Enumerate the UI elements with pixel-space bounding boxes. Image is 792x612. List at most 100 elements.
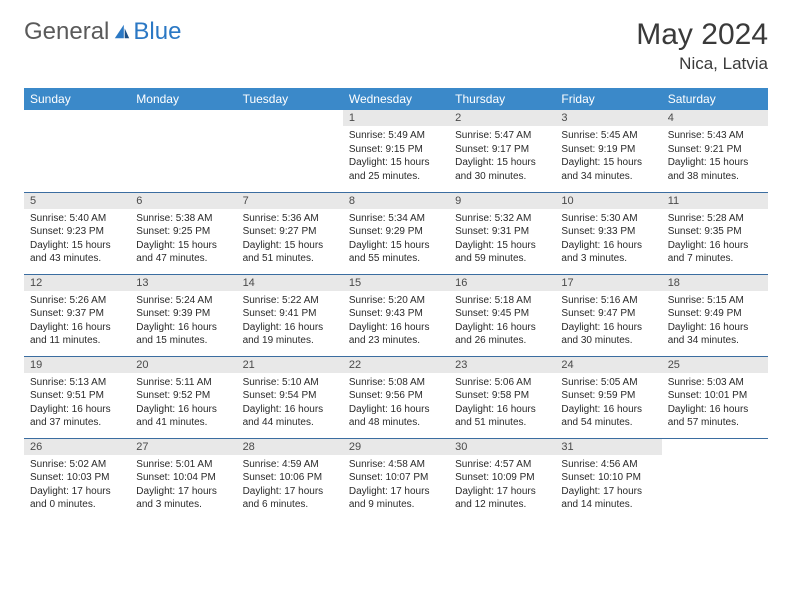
day-number: 25 (662, 357, 768, 373)
daylight-text: Daylight: 17 hours and 6 minutes. (243, 485, 337, 512)
day-number: 1 (343, 110, 449, 126)
sunrise-text: Sunrise: 5:49 AM (349, 129, 443, 143)
calendar-table: Sunday Monday Tuesday Wednesday Thursday… (24, 88, 768, 520)
weekday-header: Sunday (24, 88, 130, 110)
sunrise-text: Sunrise: 5:45 AM (561, 129, 655, 143)
day-details: Sunrise: 5:05 AMSunset: 9:59 PMDaylight:… (555, 375, 661, 432)
daylight-text: Daylight: 16 hours and 11 minutes. (30, 321, 124, 348)
day-number (237, 110, 343, 114)
calendar-day-cell: 5Sunrise: 5:40 AMSunset: 9:23 PMDaylight… (24, 192, 130, 274)
day-details: Sunrise: 5:36 AMSunset: 9:27 PMDaylight:… (237, 211, 343, 268)
daylight-text: Daylight: 16 hours and 51 minutes. (455, 403, 549, 430)
sunset-text: Sunset: 10:01 PM (668, 389, 762, 403)
weekday-header: Thursday (449, 88, 555, 110)
day-number: 28 (237, 439, 343, 455)
day-details: Sunrise: 5:40 AMSunset: 9:23 PMDaylight:… (24, 211, 130, 268)
sunrise-text: Sunrise: 5:40 AM (30, 212, 124, 226)
day-details: Sunrise: 5:20 AMSunset: 9:43 PMDaylight:… (343, 293, 449, 350)
sunset-text: Sunset: 9:27 PM (243, 225, 337, 239)
day-number: 16 (449, 275, 555, 291)
month-title: May 2024 (636, 18, 768, 52)
sunrise-text: Sunrise: 5:22 AM (243, 294, 337, 308)
sunset-text: Sunset: 9:31 PM (455, 225, 549, 239)
daylight-text: Daylight: 16 hours and 15 minutes. (136, 321, 230, 348)
sunset-text: Sunset: 10:06 PM (243, 471, 337, 485)
sunset-text: Sunset: 9:21 PM (668, 143, 762, 157)
header: General Blue May 2024 Nica, Latvia (24, 18, 768, 74)
day-details: Sunrise: 5:18 AMSunset: 9:45 PMDaylight:… (449, 293, 555, 350)
day-number: 19 (24, 357, 130, 373)
sunset-text: Sunset: 10:07 PM (349, 471, 443, 485)
weekday-header: Friday (555, 88, 661, 110)
day-details: Sunrise: 5:24 AMSunset: 9:39 PMDaylight:… (130, 293, 236, 350)
sunset-text: Sunset: 9:29 PM (349, 225, 443, 239)
sunrise-text: Sunrise: 5:15 AM (668, 294, 762, 308)
daylight-text: Daylight: 16 hours and 48 minutes. (349, 403, 443, 430)
day-details: Sunrise: 4:57 AMSunset: 10:09 PMDaylight… (449, 457, 555, 514)
sunset-text: Sunset: 10:03 PM (30, 471, 124, 485)
sunrise-text: Sunrise: 5:28 AM (668, 212, 762, 226)
day-details: Sunrise: 5:22 AMSunset: 9:41 PMDaylight:… (237, 293, 343, 350)
day-details: Sunrise: 4:58 AMSunset: 10:07 PMDaylight… (343, 457, 449, 514)
day-number: 9 (449, 193, 555, 209)
calendar-day-cell: 16 Sunrise: 5:18 AMSunset: 9:45 PMDayligh… (449, 274, 555, 356)
calendar-week-row: 12Sunrise: 5:26 AMSunset: 9:37 PMDayligh… (24, 274, 768, 356)
daylight-text: Daylight: 16 hours and 44 minutes. (243, 403, 337, 430)
brand-logo: General Blue (24, 18, 181, 46)
sunrise-text: Sunrise: 4:58 AM (349, 458, 443, 472)
sunset-text: Sunset: 9:47 PM (561, 307, 655, 321)
day-number: 22 (343, 357, 449, 373)
sunset-text: Sunset: 9:39 PM (136, 307, 230, 321)
daylight-text: Daylight: 16 hours and 57 minutes. (668, 403, 762, 430)
day-details: Sunrise: 5:03 AMSunset: 10:01 PMDaylight… (662, 375, 768, 432)
sunset-text: Sunset: 9:25 PM (136, 225, 230, 239)
weekday-header: Monday (130, 88, 236, 110)
day-number: 21 (237, 357, 343, 373)
calendar-day-cell: 21 Sunrise: 5:10 AMSunset: 9:54 PMDayligh… (237, 356, 343, 438)
sunset-text: Sunset: 9:58 PM (455, 389, 549, 403)
day-number: 10 (555, 193, 661, 209)
daylight-text: Daylight: 16 hours and 3 minutes. (561, 239, 655, 266)
calendar-day-cell: 27Sunrise: 5:01 AMSunset: 10:04 PMDaylig… (130, 438, 236, 520)
day-details: Sunrise: 5:47 AMSunset: 9:17 PMDaylight:… (449, 128, 555, 185)
calendar-day-cell: 1 Sunrise: 5:49 AMSunset: 9:15 PMDaylight… (343, 110, 449, 192)
sunset-text: Sunset: 9:41 PM (243, 307, 337, 321)
weekday-header: Saturday (662, 88, 768, 110)
sunset-text: Sunset: 9:23 PM (30, 225, 124, 239)
day-details: Sunrise: 5:45 AMSunset: 9:19 PMDaylight:… (555, 128, 661, 185)
day-details: Sunrise: 4:56 AMSunset: 10:10 PMDaylight… (555, 457, 661, 514)
daylight-text: Daylight: 16 hours and 41 minutes. (136, 403, 230, 430)
sunset-text: Sunset: 9:56 PM (349, 389, 443, 403)
day-details: Sunrise: 5:11 AMSunset: 9:52 PMDaylight:… (130, 375, 236, 432)
calendar-day-cell: 10Sunrise: 5:30 AMSunset: 9:33 PMDayligh… (555, 192, 661, 274)
brand-text-blue: Blue (133, 18, 181, 46)
calendar-day-cell: 6Sunrise: 5:38 AMSunset: 9:25 PMDaylight… (130, 192, 236, 274)
daylight-text: Daylight: 16 hours and 30 minutes. (561, 321, 655, 348)
brand-text-general: General (24, 18, 109, 46)
day-details: Sunrise: 5:49 AMSunset: 9:15 PMDaylight:… (343, 128, 449, 185)
calendar-day-cell: 17Sunrise: 5:16 AMSunset: 9:47 PMDayligh… (555, 274, 661, 356)
calendar-day-cell: 26Sunrise: 5:02 AMSunset: 10:03 PMDaylig… (24, 438, 130, 520)
day-number: 30 (449, 439, 555, 455)
sunset-text: Sunset: 9:45 PM (455, 307, 549, 321)
calendar-day-cell (130, 110, 236, 192)
sunset-text: Sunset: 9:59 PM (561, 389, 655, 403)
sunrise-text: Sunrise: 5:06 AM (455, 376, 549, 390)
calendar-day-cell: 20Sunrise: 5:11 AMSunset: 9:52 PMDayligh… (130, 356, 236, 438)
sunrise-text: Sunrise: 4:59 AM (243, 458, 337, 472)
sunrise-text: Sunrise: 5:01 AM (136, 458, 230, 472)
calendar-week-row: 19Sunrise: 5:13 AMSunset: 9:51 PMDayligh… (24, 356, 768, 438)
day-details: Sunrise: 5:38 AMSunset: 9:25 PMDaylight:… (130, 211, 236, 268)
daylight-text: Daylight: 17 hours and 14 minutes. (561, 485, 655, 512)
daylight-text: Daylight: 15 hours and 34 minutes. (561, 156, 655, 183)
calendar-day-cell: 14Sunrise: 5:22 AMSunset: 9:41 PMDayligh… (237, 274, 343, 356)
sunset-text: Sunset: 9:43 PM (349, 307, 443, 321)
logo-sail-icon (113, 23, 131, 41)
daylight-text: Daylight: 15 hours and 25 minutes. (349, 156, 443, 183)
sunrise-text: Sunrise: 5:10 AM (243, 376, 337, 390)
sunset-text: Sunset: 10:10 PM (561, 471, 655, 485)
day-number: 12 (24, 275, 130, 291)
daylight-text: Daylight: 15 hours and 30 minutes. (455, 156, 549, 183)
sunset-text: Sunset: 9:54 PM (243, 389, 337, 403)
sunset-text: Sunset: 9:49 PM (668, 307, 762, 321)
